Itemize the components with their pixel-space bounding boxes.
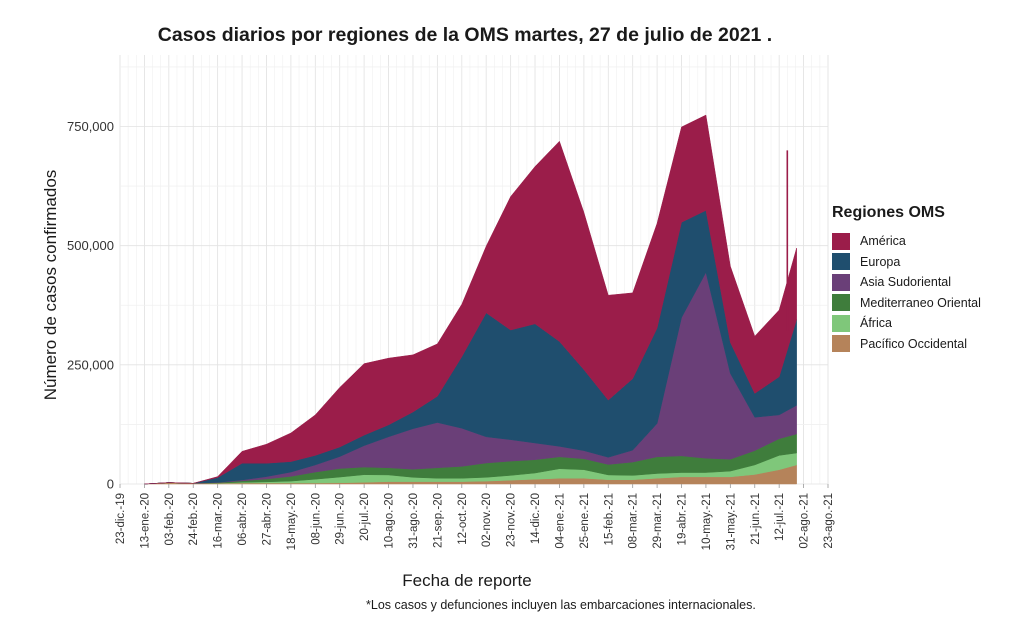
x-tick-label: 08-mar.-21	[628, 493, 640, 549]
x-tick-label: 31-ago.-20	[408, 493, 420, 549]
x-tick-label: 02-nov.-20	[481, 493, 493, 547]
legend-item: Asia Sudoriental	[832, 272, 981, 293]
x-tick-label: 15-feb.-21	[603, 493, 615, 545]
legend-label: África	[860, 316, 892, 331]
legend-item: África	[832, 313, 981, 334]
x-axis-title: Fecha de reporte	[402, 571, 531, 590]
legend-label: Asia Sudoriental	[860, 275, 952, 290]
y-axis-ticks: 0 250,000 500,000 750,000	[67, 119, 114, 492]
x-tick-label: 08-jun.-20	[310, 493, 322, 545]
x-tick-label: 21-jun.-21	[750, 493, 762, 545]
x-tick-label: 14-dic.-20	[530, 493, 542, 544]
x-tick-label: 29-jun.-20	[335, 493, 347, 545]
x-tick-label: 19-abr.-21	[677, 493, 689, 545]
legend-title: Regiones OMS	[832, 204, 945, 221]
y-tick-label: 0	[107, 477, 114, 492]
chart-title: Casos diarios por regiones de la OMS mar…	[157, 24, 773, 46]
legend-items: América Europa Asia Sudoriental Mediterrane…	[832, 231, 981, 354]
legend-item: Mediterraneo Oriental	[832, 293, 981, 314]
x-tick-label: 02-ago.-21	[799, 493, 811, 549]
x-tick-label: 12-oct.-20	[457, 493, 469, 545]
x-tick-label: 20-jul.-20	[359, 493, 371, 541]
legend: Regiones OMS América Europa Asia Sudorient…	[832, 204, 981, 354]
footnote: *Los casos y defunciones incluyen las em…	[366, 598, 756, 612]
legend-swatch	[832, 232, 850, 250]
x-tick-label: 12-jul.-21	[774, 493, 786, 541]
series-area-américa	[144, 114, 797, 485]
stacked-areas	[144, 114, 797, 485]
x-axis-ticks: 23-dic.-19 13-ene.-20 03-feb.-20 24-feb.-20…	[115, 484, 835, 550]
y-tick-label: 750,000	[67, 119, 114, 134]
x-tick-label: 23-nov.-20	[506, 493, 518, 547]
x-tick-label: 29-mar.-21	[652, 493, 664, 549]
x-tick-label: 27-abr.-20	[261, 493, 273, 545]
legend-item: Europa	[832, 252, 981, 273]
x-tick-label: 03-feb.-20	[164, 493, 176, 545]
x-tick-label: 24-feb.-20	[188, 493, 200, 545]
x-tick-label: 21-sep.-20	[432, 493, 444, 548]
legend-swatch	[832, 335, 850, 353]
legend-swatch	[832, 273, 850, 291]
y-tick-label: 500,000	[67, 238, 114, 253]
x-tick-label: 23-ago.-21	[823, 493, 835, 549]
x-tick-label: 13-ene.-20	[139, 493, 151, 549]
x-tick-label: 25-ene.-21	[579, 493, 591, 549]
x-tick-label: 04-ene.-21	[554, 493, 566, 549]
legend-item: Pacífico Occidental	[832, 334, 981, 355]
x-tick-label: 31-may.-21	[725, 493, 737, 550]
x-tick-label: 23-dic.-19	[115, 493, 127, 544]
x-tick-label: 06-abr.-20	[237, 493, 249, 545]
legend-label: América	[860, 234, 906, 249]
x-tick-label: 10-may.-21	[701, 493, 713, 550]
legend-label: Pacífico Occidental	[860, 336, 967, 351]
x-tick-label: 10-ago.-20	[384, 493, 396, 549]
legend-label: Mediterraneo Oriental	[860, 295, 981, 310]
y-tick-label: 250,000	[67, 357, 114, 372]
legend-item: América	[832, 231, 981, 252]
x-tick-label: 16-mar.-20	[213, 493, 225, 549]
x-tick-label: 18-may.-20	[286, 493, 298, 550]
legend-label: Europa	[860, 254, 901, 269]
legend-swatch	[832, 294, 850, 312]
legend-swatch	[832, 253, 850, 271]
y-axis-title: Número de casos confirmados	[41, 170, 60, 401]
legend-swatch	[832, 314, 850, 332]
